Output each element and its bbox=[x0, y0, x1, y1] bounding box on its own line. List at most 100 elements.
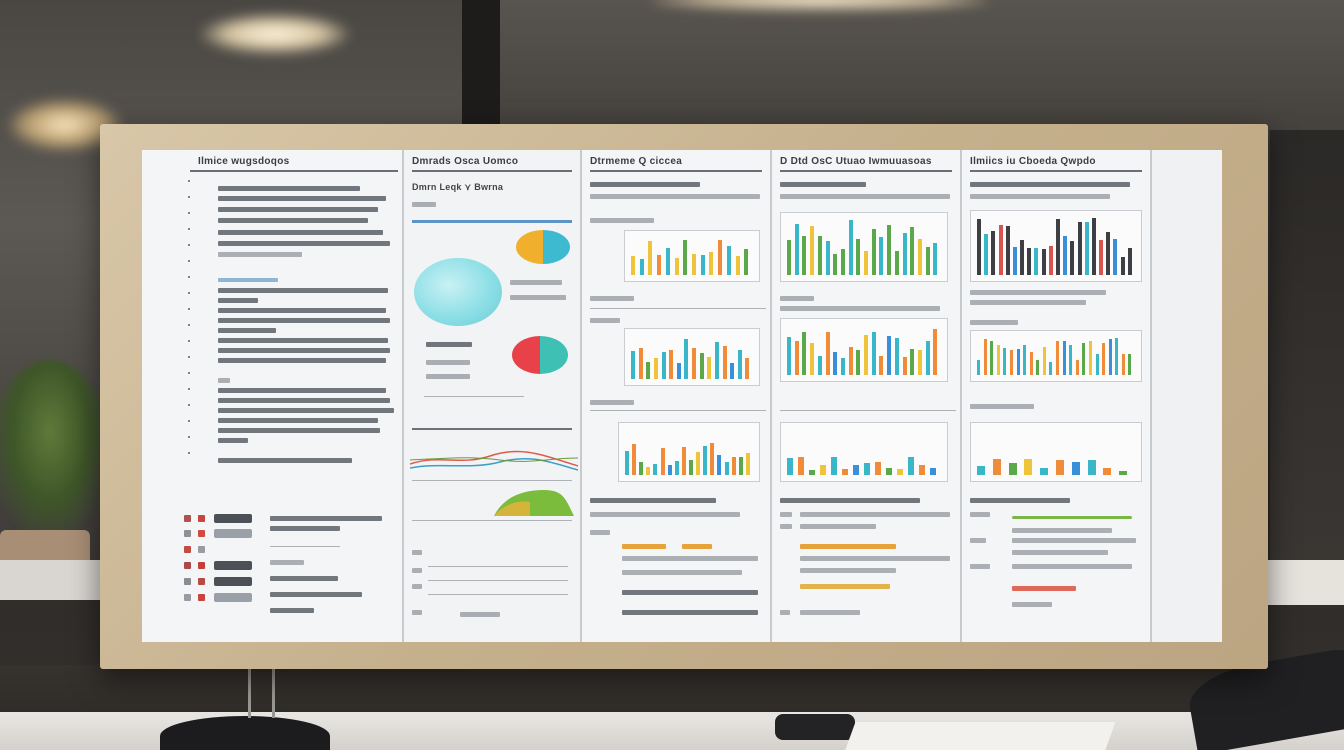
chart-bar bbox=[709, 252, 713, 275]
chart-bar bbox=[1121, 257, 1125, 275]
chart-bar bbox=[1013, 247, 1017, 275]
chart-bar bbox=[744, 249, 748, 275]
control-button[interactable] bbox=[214, 514, 252, 523]
chart-bar bbox=[918, 350, 922, 375]
paper-sheet bbox=[844, 722, 1116, 750]
text-line bbox=[412, 202, 436, 207]
chart-bar bbox=[1078, 222, 1082, 275]
chart-bar bbox=[795, 341, 799, 375]
text-line bbox=[970, 290, 1106, 295]
legend-swatch bbox=[198, 594, 205, 601]
chart-bar bbox=[640, 259, 644, 275]
panel-subtitle: Dmrn Leqk ⋎ Bwrna bbox=[412, 182, 504, 192]
text-line bbox=[218, 186, 360, 191]
chart-bar bbox=[1030, 352, 1033, 375]
text-line bbox=[1012, 550, 1108, 555]
text-line bbox=[218, 308, 386, 313]
chart-bar bbox=[879, 356, 883, 375]
control-button[interactable] bbox=[214, 577, 252, 586]
divider bbox=[428, 580, 568, 581]
chart-bar bbox=[787, 337, 791, 375]
chart-bar bbox=[1119, 471, 1127, 475]
bar-chart bbox=[780, 422, 948, 482]
chart-bar bbox=[730, 363, 734, 379]
control-button[interactable] bbox=[214, 561, 252, 570]
chart-bar bbox=[718, 240, 722, 275]
text-line bbox=[622, 590, 758, 595]
text-line bbox=[218, 348, 390, 353]
chart-bar bbox=[1128, 248, 1132, 275]
text-line bbox=[780, 306, 940, 311]
text-line bbox=[970, 320, 1018, 325]
chart-bar bbox=[732, 457, 736, 475]
divider bbox=[270, 546, 340, 547]
chart-bar bbox=[933, 329, 937, 375]
ceiling-lamp bbox=[200, 14, 350, 54]
chart-bar bbox=[908, 457, 914, 475]
chart-bar bbox=[926, 247, 930, 275]
chart-bar bbox=[1040, 468, 1048, 475]
chart-bar bbox=[692, 254, 696, 275]
chart-bar bbox=[738, 350, 742, 379]
plant bbox=[0, 360, 110, 540]
divider bbox=[590, 170, 762, 172]
chart-bar bbox=[1006, 226, 1010, 275]
chart-bar bbox=[849, 220, 853, 275]
text-line bbox=[270, 576, 338, 581]
chart-bar bbox=[903, 357, 907, 375]
chart-bar bbox=[997, 345, 1000, 375]
cable bbox=[272, 668, 275, 718]
legend-swatch bbox=[184, 530, 191, 537]
text-line bbox=[218, 418, 378, 423]
chart-bar bbox=[818, 236, 822, 275]
chart-bar bbox=[746, 453, 750, 475]
text-line bbox=[970, 538, 986, 543]
legend-swatch bbox=[198, 546, 205, 553]
chart-bar bbox=[677, 363, 681, 379]
chart-bar bbox=[993, 459, 1001, 475]
chart-bar bbox=[842, 469, 848, 475]
chart-bar bbox=[653, 464, 657, 475]
text-line bbox=[800, 610, 860, 615]
progress-bar bbox=[1012, 516, 1132, 519]
bar-chart bbox=[624, 328, 760, 386]
chart-bar bbox=[833, 254, 837, 275]
chart-bar bbox=[1102, 343, 1105, 375]
chart-bar bbox=[657, 255, 661, 275]
chart-bar bbox=[1020, 240, 1024, 275]
text-line bbox=[1012, 528, 1112, 533]
text-line bbox=[590, 498, 716, 503]
text-line bbox=[218, 428, 380, 433]
panel-charts-3: Ilmiics iu Cboeda Qwpdo bbox=[962, 150, 1152, 642]
control-button[interactable] bbox=[214, 529, 252, 538]
chart-bar bbox=[977, 466, 985, 475]
text-line bbox=[780, 182, 866, 187]
text-line bbox=[426, 342, 472, 347]
divider bbox=[780, 410, 956, 411]
control-button[interactable] bbox=[214, 593, 252, 602]
text-line bbox=[426, 374, 470, 379]
text-line bbox=[218, 196, 386, 201]
chart-bar bbox=[661, 448, 665, 475]
chart-bar bbox=[1070, 241, 1074, 275]
chart-bar bbox=[887, 225, 891, 275]
divider bbox=[428, 594, 568, 595]
bar-chart bbox=[780, 318, 948, 382]
text-line bbox=[218, 241, 390, 246]
text-line bbox=[218, 378, 230, 383]
chart-bar bbox=[872, 229, 876, 275]
text-line bbox=[412, 584, 422, 589]
chart-bar bbox=[841, 358, 845, 375]
bar-chart bbox=[780, 212, 948, 282]
chart-bar bbox=[810, 226, 814, 275]
chart-bar bbox=[1096, 354, 1099, 375]
chart-bar bbox=[1003, 348, 1006, 375]
text-line bbox=[590, 530, 610, 535]
chart-bar bbox=[675, 258, 679, 275]
chart-bar bbox=[977, 219, 981, 275]
chart-bar bbox=[1109, 339, 1112, 375]
text-line bbox=[218, 318, 390, 323]
screen-margin bbox=[1152, 150, 1222, 642]
progress-bar bbox=[800, 544, 896, 549]
divider bbox=[412, 520, 572, 521]
